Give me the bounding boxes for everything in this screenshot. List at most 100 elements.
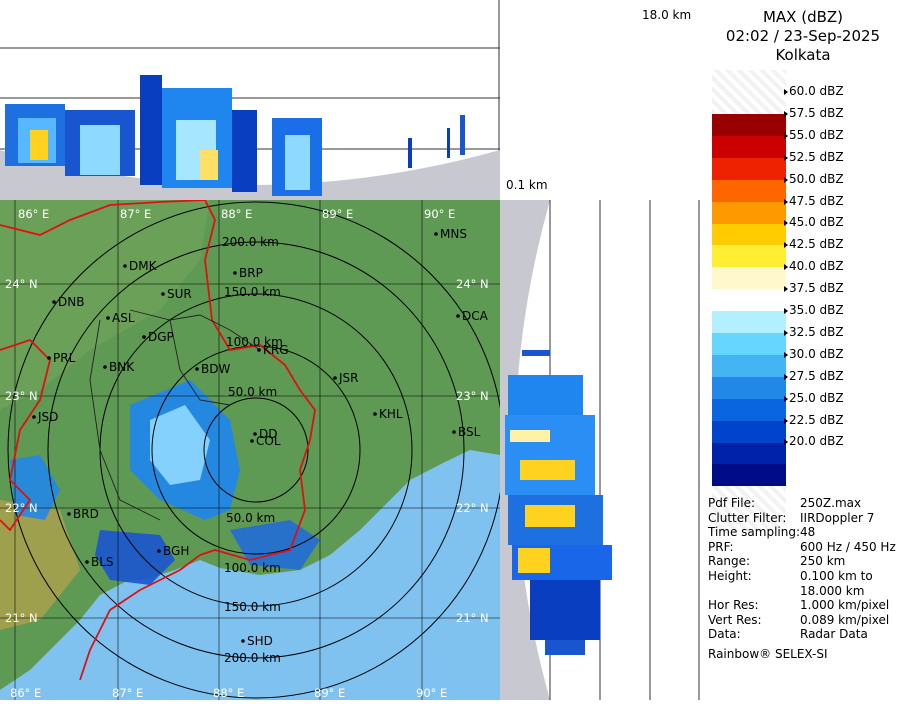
place-dot [123, 264, 127, 268]
plateau-area [0, 200, 210, 410]
place-marker: KHL [373, 407, 403, 421]
place-marker: ASL [106, 311, 135, 325]
legend-swatch [712, 114, 786, 137]
top-cross-section-svg [0, 0, 500, 200]
info-value: 48 [800, 525, 816, 540]
legend-label: 57.5 dBZ [784, 105, 844, 120]
info-row: Time sampling:48 [708, 525, 815, 539]
place-dot [32, 415, 36, 419]
place-dot [434, 232, 438, 236]
place-marker: JSD [32, 410, 58, 424]
range-ring-label: 50.0 km [226, 511, 275, 525]
legend-panel: MAX (dBZ) 02:02 / 23-Sep-2025 Kolkata 60… [700, 0, 906, 700]
vendor-footer: Rainbow® SELEX-SI [708, 647, 828, 661]
place-dot [373, 412, 377, 416]
range-ring-label: 100.0 km [226, 335, 283, 349]
range-ring-label: 150.0 km [224, 600, 281, 614]
place-dot [195, 367, 199, 371]
info-key: PRF: [708, 539, 734, 554]
legend-label: 45.0 dBZ [784, 215, 844, 230]
place-label: DNB [58, 295, 84, 309]
place-label: JSD [37, 410, 58, 424]
info-value: Radar Data [800, 627, 868, 642]
range-rings [7, 201, 500, 699]
place-label: SUR [167, 287, 192, 301]
place-dot [142, 335, 146, 339]
range-ring-labels: 50.0 km 50.0 km 100.0 km 100.0 km 150.0 km 15… [222, 235, 283, 665]
place-label: BGH [163, 544, 189, 558]
place-label: KHL [379, 407, 403, 421]
radar-map-svg: 86° E 86° E 87° E 87° E 88° E 88° E 89° E 89° E… [0, 200, 500, 700]
longitude-label: 89° E [322, 207, 353, 221]
place-dot [52, 300, 56, 304]
longitude-label: 86° E [18, 207, 49, 221]
place-label: MNS [440, 227, 467, 241]
legend-swatch [712, 398, 786, 422]
place-dot [253, 432, 257, 436]
color-scale [712, 70, 786, 533]
info-row: Clutter Filter: IIRDoppler 7 [708, 511, 874, 525]
place-label: BLS [91, 555, 114, 569]
info-value: 1.000 km/pixel [800, 598, 890, 613]
legend-swatch [712, 245, 786, 268]
longitude-label: 87° E [112, 686, 143, 700]
legend-swatch [712, 376, 786, 400]
place-dot [257, 348, 261, 352]
info-key: Hor Res: [708, 598, 759, 613]
legend-label: 50.0 dBZ [784, 171, 844, 186]
info-row: Data: Radar Data [708, 627, 868, 641]
longitude-label: 90° E [424, 207, 455, 221]
info-key: Vert Res: [708, 612, 762, 627]
legend-label: 40.0 dBZ [784, 259, 844, 274]
corner-panel: 18.0 km 0.1 km [500, 0, 700, 200]
place-dot [250, 439, 254, 443]
place-label: DMK [129, 259, 158, 273]
place-marker: BRD [67, 507, 99, 521]
range-ring-label: 100.0 km [224, 561, 281, 575]
longitude-label: 90° E [416, 686, 447, 700]
legend-label: 32.5 dBZ [784, 324, 844, 339]
legend-label: 47.5 dBZ [784, 193, 844, 208]
place-dot [161, 292, 165, 296]
legend-label: 37.5 dBZ [784, 281, 844, 296]
place-marker: COL [250, 434, 281, 448]
range-ring-label: 200.0 km [224, 651, 281, 665]
info-row: Vert Res: 0.089 km/pixel [708, 613, 889, 627]
place-label: PRL [53, 351, 76, 365]
longitude-label: 89° E [314, 686, 345, 700]
place-label: DD [259, 427, 277, 441]
info-key: Pdf File: [708, 496, 756, 510]
place-dot [233, 271, 237, 275]
info-row: Hor Res: 1.000 km/pixel [708, 598, 889, 612]
legend-swatch [712, 157, 786, 181]
longitude-label: 86° E [10, 686, 41, 700]
legend-swatch [712, 464, 786, 487]
place-dot [456, 314, 460, 318]
place-label: BRD [73, 507, 99, 521]
max-height-label: 18.0 km [642, 8, 692, 22]
state-borders [0, 200, 316, 681]
legend-label: 35.0 dBZ [784, 303, 844, 317]
info-value: 250Z.max [800, 496, 862, 510]
place-dot [85, 560, 89, 564]
earth-curvature-shade [0, 150, 500, 200]
place-marker: KRG [257, 343, 289, 357]
min-height-label: 0.1 km [506, 178, 548, 192]
place-label: BDW [201, 362, 230, 376]
product-title: MAX (dBZ) [762, 8, 844, 26]
info-key: Data: [708, 627, 741, 642]
top-echo-profile [5, 75, 465, 196]
info-key: Range: [708, 554, 751, 569]
highland-area [0, 500, 80, 630]
side-cross-section-svg [500, 200, 700, 700]
legend-label: 30.0 dBZ [784, 346, 844, 361]
info-row: Pdf File: 250Z.max [708, 496, 861, 510]
legend-label: 42.5 dBZ [784, 237, 844, 252]
legend-label: 27.5 dBZ [784, 368, 844, 383]
place-marker: BDW [195, 362, 230, 376]
info-key: Height: [708, 569, 752, 583]
place-marker: PRL [47, 351, 76, 365]
place-label: BNK [109, 360, 135, 374]
datetime-label: 02:02 / 23-Sep-2025 [725, 27, 881, 45]
legend-swatch [712, 420, 786, 443]
